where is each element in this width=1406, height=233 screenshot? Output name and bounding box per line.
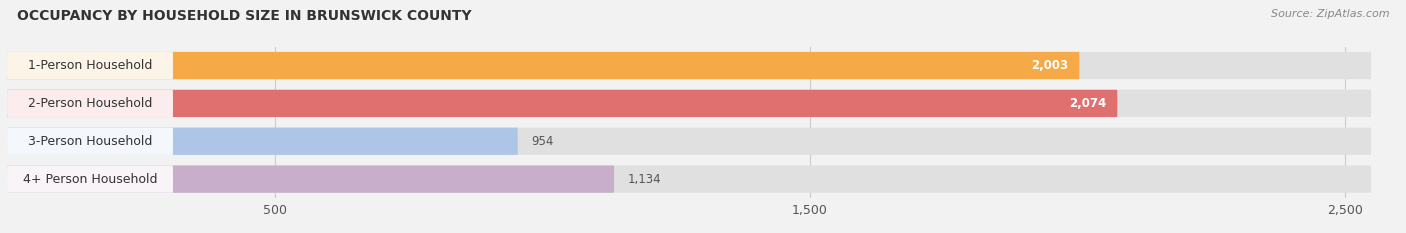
- Text: 4+ Person Household: 4+ Person Household: [22, 173, 157, 186]
- Text: 3-Person Household: 3-Person Household: [28, 135, 152, 148]
- FancyBboxPatch shape: [7, 90, 1118, 117]
- Text: 2,074: 2,074: [1070, 97, 1107, 110]
- Text: 1,134: 1,134: [627, 173, 661, 186]
- FancyBboxPatch shape: [7, 165, 614, 193]
- FancyBboxPatch shape: [7, 128, 1371, 155]
- Text: 954: 954: [531, 135, 554, 148]
- FancyBboxPatch shape: [7, 90, 1371, 117]
- Text: OCCUPANCY BY HOUSEHOLD SIZE IN BRUNSWICK COUNTY: OCCUPANCY BY HOUSEHOLD SIZE IN BRUNSWICK…: [17, 9, 471, 23]
- Text: 2-Person Household: 2-Person Household: [28, 97, 152, 110]
- Text: 2,003: 2,003: [1032, 59, 1069, 72]
- FancyBboxPatch shape: [7, 165, 1371, 193]
- FancyBboxPatch shape: [7, 52, 1371, 79]
- FancyBboxPatch shape: [7, 52, 1080, 79]
- Text: Source: ZipAtlas.com: Source: ZipAtlas.com: [1271, 9, 1389, 19]
- FancyBboxPatch shape: [7, 52, 173, 79]
- FancyBboxPatch shape: [7, 128, 173, 155]
- FancyBboxPatch shape: [7, 128, 517, 155]
- FancyBboxPatch shape: [7, 90, 173, 117]
- Text: 1-Person Household: 1-Person Household: [28, 59, 152, 72]
- FancyBboxPatch shape: [7, 165, 173, 193]
